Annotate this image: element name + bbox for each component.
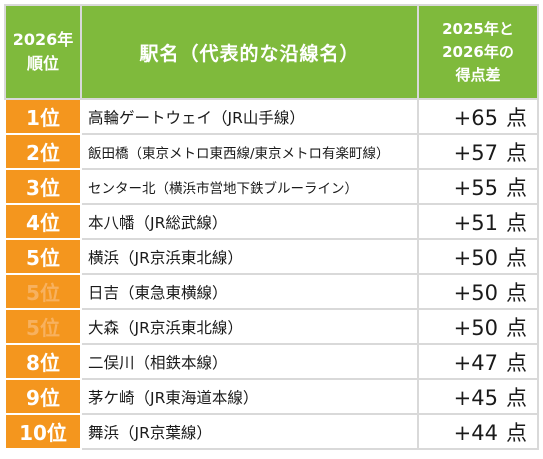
station-cell: 茅ケ崎（JR東海道本線） [80, 378, 419, 415]
rank-cell: 5位 [4, 238, 82, 275]
table-row: 2位 飯田橋（東京メトロ東西線/東京メトロ有楽町線） +57 点 [4, 133, 539, 170]
diff-header-line3: 得点差 [455, 65, 501, 84]
diff-value: +57 [453, 140, 498, 165]
station-cell: 高輪ゲートウェイ（JR山手線） [80, 98, 419, 135]
diff-cell: +50 点 [417, 308, 539, 345]
station-cell: 二俣川（相鉄本線） [80, 343, 419, 380]
rank-cell: 2位 [4, 133, 82, 170]
station-cell: 飯田橋（東京メトロ東西線/東京メトロ有楽町線） [80, 133, 419, 170]
diff-value: +65 [453, 105, 498, 130]
station-cell: 日吉（東急東横線） [80, 273, 419, 310]
ranking-table: 2026年 順位 駅名（代表的な沿線名） 2025年と 2026年の 得点差 1… [4, 4, 539, 450]
rank-header-line2: 順位 [26, 54, 59, 73]
diff-header-line2: 2026年の [442, 42, 514, 61]
diff-unit: 点 [506, 105, 527, 130]
rank-cell: 10位 [4, 413, 82, 450]
table-row: 5位 大森（JR京浜東北線） +50 点 [4, 308, 539, 345]
table-header-row: 2026年 順位 駅名（代表的な沿線名） 2025年と 2026年の 得点差 [4, 4, 539, 100]
station-cell: 舞浜（JR京葉線） [80, 413, 419, 450]
diff-unit: 点 [506, 280, 527, 305]
rank-cell: 5位 [4, 273, 82, 310]
diff-unit: 点 [506, 385, 527, 410]
table-row: 10位 舞浜（JR京葉線） +44 点 [4, 413, 539, 450]
diff-cell: +45 点 [417, 378, 539, 415]
diff-value: +55 [453, 175, 498, 200]
diff-value: +51 [453, 210, 498, 235]
station-cell: 大森（JR京浜東北線） [80, 308, 419, 345]
diff-cell: +55 点 [417, 168, 539, 205]
diff-value: +50 [453, 315, 498, 340]
diff-cell: +44 点 [417, 413, 539, 450]
diff-header-line1: 2025年と [442, 19, 514, 38]
table-row: 4位 本八幡（JR総武線） +51 点 [4, 203, 539, 240]
diff-value: +45 [453, 385, 498, 410]
diff-cell: +57 点 [417, 133, 539, 170]
table-row: 8位 二俣川（相鉄本線） +47 点 [4, 343, 539, 380]
diff-cell: +47 点 [417, 343, 539, 380]
table-row: 5位 横浜（JR京浜東北線） +50 点 [4, 238, 539, 275]
diff-unit: 点 [506, 315, 527, 340]
station-cell: センター北（横浜市営地下鉄ブルーライン） [80, 168, 419, 205]
diff-value: +47 [453, 350, 498, 375]
table-row: 3位 センター北（横浜市営地下鉄ブルーライン） +55 点 [4, 168, 539, 205]
table-row: 9位 茅ケ崎（JR東海道本線） +45 点 [4, 378, 539, 415]
diff-unit: 点 [506, 245, 527, 270]
table-row: 5位 日吉（東急東横線） +50 点 [4, 273, 539, 310]
diff-unit: 点 [506, 420, 527, 445]
rank-cell: 5位 [4, 308, 82, 345]
diff-column-header: 2025年と 2026年の 得点差 [417, 4, 539, 100]
diff-cell: +65 点 [417, 98, 539, 135]
station-cell: 横浜（JR京浜東北線） [80, 238, 419, 275]
station-column-header: 駅名（代表的な沿線名） [80, 4, 419, 100]
diff-unit: 点 [506, 175, 527, 200]
diff-value: +44 [453, 420, 498, 445]
rank-cell: 1位 [4, 98, 82, 135]
diff-unit: 点 [506, 140, 527, 165]
diff-cell: +51 点 [417, 203, 539, 240]
rank-cell: 8位 [4, 343, 82, 380]
rank-header-line1: 2026年 [12, 30, 74, 49]
table-row: 1位 高輪ゲートウェイ（JR山手線） +65 点 [4, 98, 539, 135]
diff-value: +50 [453, 245, 498, 270]
diff-cell: +50 点 [417, 238, 539, 275]
rank-column-header: 2026年 順位 [4, 4, 82, 100]
diff-unit: 点 [506, 210, 527, 235]
rank-cell: 9位 [4, 378, 82, 415]
diff-value: +50 [453, 280, 498, 305]
diff-unit: 点 [506, 350, 527, 375]
rank-cell: 3位 [4, 168, 82, 205]
station-cell: 本八幡（JR総武線） [80, 203, 419, 240]
diff-cell: +50 点 [417, 273, 539, 310]
rank-cell: 4位 [4, 203, 82, 240]
